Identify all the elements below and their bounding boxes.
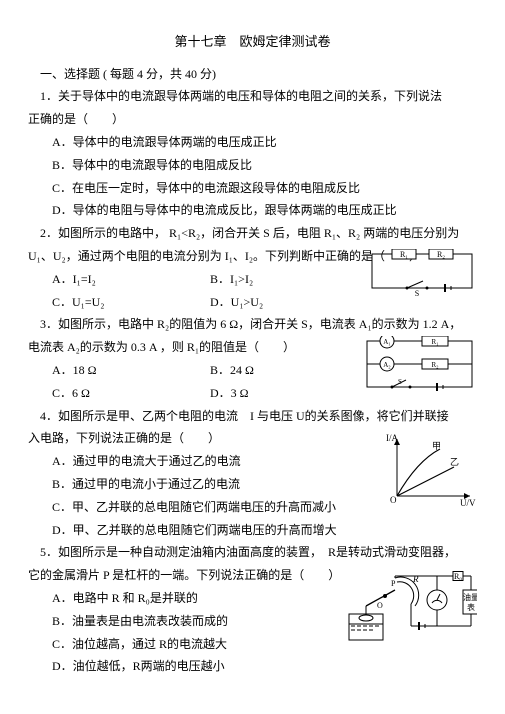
q2-A: A．I₁=I₂	[52, 268, 207, 291]
q2-stem1: 2．如图所示的电路中， R₁<R₂，闭合开关 S 后，电阻 R₁、R₂ 两端的电…	[28, 222, 477, 245]
q3-C: C．6 Ω	[52, 382, 207, 405]
q2-circuit-figure: R₁ R₂ S	[367, 249, 477, 297]
q5-fig-o: O	[377, 601, 383, 610]
q4-fig-x: U/V	[460, 498, 476, 508]
q3-A: A．18 Ω	[52, 359, 207, 382]
svg-text:表: 表	[467, 602, 475, 612]
q4-fig-jia: 甲	[432, 441, 441, 451]
q2-D: D．U₁>U₂	[210, 291, 330, 314]
q2-B: B．I₁>I₂	[210, 268, 330, 291]
q3-stem1: 3．如图所示，电路中 R₂的阻值为 6 Ω，闭合开关 S，电流表 A₁的示数为 …	[28, 313, 477, 336]
q4-D: D．甲、乙并联的总电阻随它们两端电压的升高而增大	[28, 519, 477, 542]
q1-A: A．导体中的电流跟导体两端的电压成正比	[28, 131, 477, 154]
q1-stem2: 正确的是（ ）	[28, 108, 477, 131]
q3-fig-r1: R₁	[431, 338, 438, 346]
section-header: 一、选择题 ( 每题 4 分，共 40 分)	[28, 63, 477, 86]
q5-stem1: 5．如图所示是一种自动测定油箱内油面高度的装置， R是转动式滑动变阻器，	[28, 541, 477, 564]
q3-D: D．3 Ω	[210, 382, 330, 405]
q4-fig-o: O	[390, 495, 397, 505]
q5-fig-r0: R₀	[454, 572, 462, 581]
svg-text:油量: 油量	[463, 592, 477, 602]
q4-graph-figure: I/A U/V 甲 乙 O	[382, 431, 477, 509]
q1-D: D．导体的电阻与导体中的电流成反比，跟导体两端的电压成正比	[28, 199, 477, 222]
q3-fig-a2: A₂	[383, 361, 391, 369]
q5-fig-p: P	[391, 579, 396, 588]
q2-fig-r2: R₂	[437, 250, 445, 259]
q2-fig-r1: R₁	[400, 250, 408, 259]
q4-fig-yi: 乙	[450, 457, 459, 467]
q3-fig-r2: R₂	[431, 361, 439, 369]
q2-C: C．U₁=U₂	[52, 291, 207, 314]
q3-fig-s: S	[398, 378, 402, 386]
chapter-title: 第十七章 欧姆定律测试卷	[28, 30, 477, 55]
q4-fig-y: I/A	[386, 433, 398, 443]
q3-B: B．24 Ω	[210, 359, 330, 382]
q1-B: B．导体中的电流跟导体的电阻成反比	[28, 154, 477, 177]
q5-D: D．油位越低，R两端的电压越小	[28, 655, 477, 678]
q2-fig-s: S	[415, 289, 419, 297]
q3-circuit-figure: A₁ A₂ R₁ R₂ S	[362, 336, 477, 392]
q1-C: C．在电压一定时，导体中的电流跟这段导体的电阻成反比	[28, 177, 477, 200]
q3-fig-a1: A₁	[383, 338, 391, 346]
q4-stem1: 4．如图所示是甲、乙两个电阻的电流 I 与电压 U的关系图像，将它们并联接	[28, 405, 477, 428]
q5-device-figure: O P R 油量 表 R₀	[347, 566, 477, 648]
q1-stem: 1．关于导体中的电流跟导体两端的电压和导体的电阻之间的关系，下列说法	[28, 85, 477, 108]
